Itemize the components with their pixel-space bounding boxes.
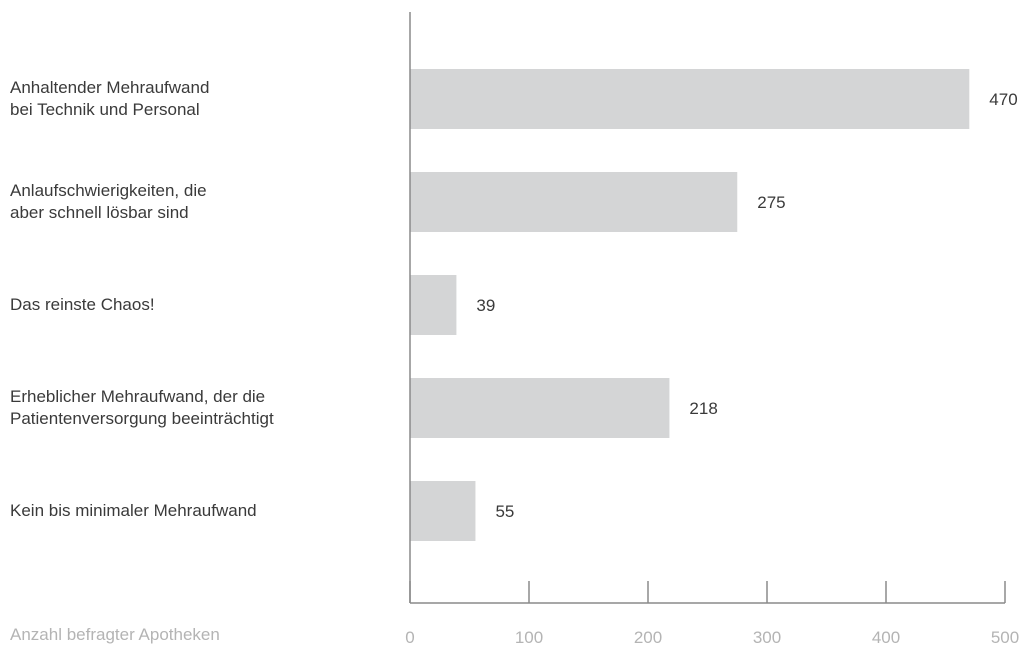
value-labels-group: 470 275 39 218 55 xyxy=(476,90,1017,521)
bar-value-label: 275 xyxy=(757,193,785,212)
x-tick-label: 500 xyxy=(991,628,1019,647)
bar-value-label: 39 xyxy=(476,296,495,315)
x-tick-label: 100 xyxy=(515,628,543,647)
bar xyxy=(410,69,970,129)
category-label: Kein bis minimaler Mehraufwand xyxy=(10,501,257,520)
bar xyxy=(410,275,457,335)
bar-value-label: 55 xyxy=(495,502,514,521)
bars-group xyxy=(410,69,970,541)
bar xyxy=(410,378,670,438)
category-label: Erheblicher Mehraufwand, der die Patient… xyxy=(10,387,274,428)
category-label: Anlaufschwierigkeiten, die aber schnell … xyxy=(10,181,207,222)
x-tick-label: 200 xyxy=(634,628,662,647)
x-tick-label: 0 xyxy=(405,628,414,647)
category-label: Das reinste Chaos! xyxy=(10,295,155,314)
bar xyxy=(410,481,476,541)
bar-value-label: 218 xyxy=(689,399,717,418)
bar-value-label: 470 xyxy=(989,90,1017,109)
bar xyxy=(410,172,738,232)
x-axis-title: Anzahl befragter Apotheken xyxy=(10,625,220,644)
x-ticks-group xyxy=(409,581,1006,603)
x-tick-label: 300 xyxy=(753,628,781,647)
x-tick-labels-group: 0 100 200 300 400 500 xyxy=(405,628,1019,647)
x-tick-label: 400 xyxy=(872,628,900,647)
category-label: Anhaltender Mehraufwand bei Technik und … xyxy=(10,78,210,119)
